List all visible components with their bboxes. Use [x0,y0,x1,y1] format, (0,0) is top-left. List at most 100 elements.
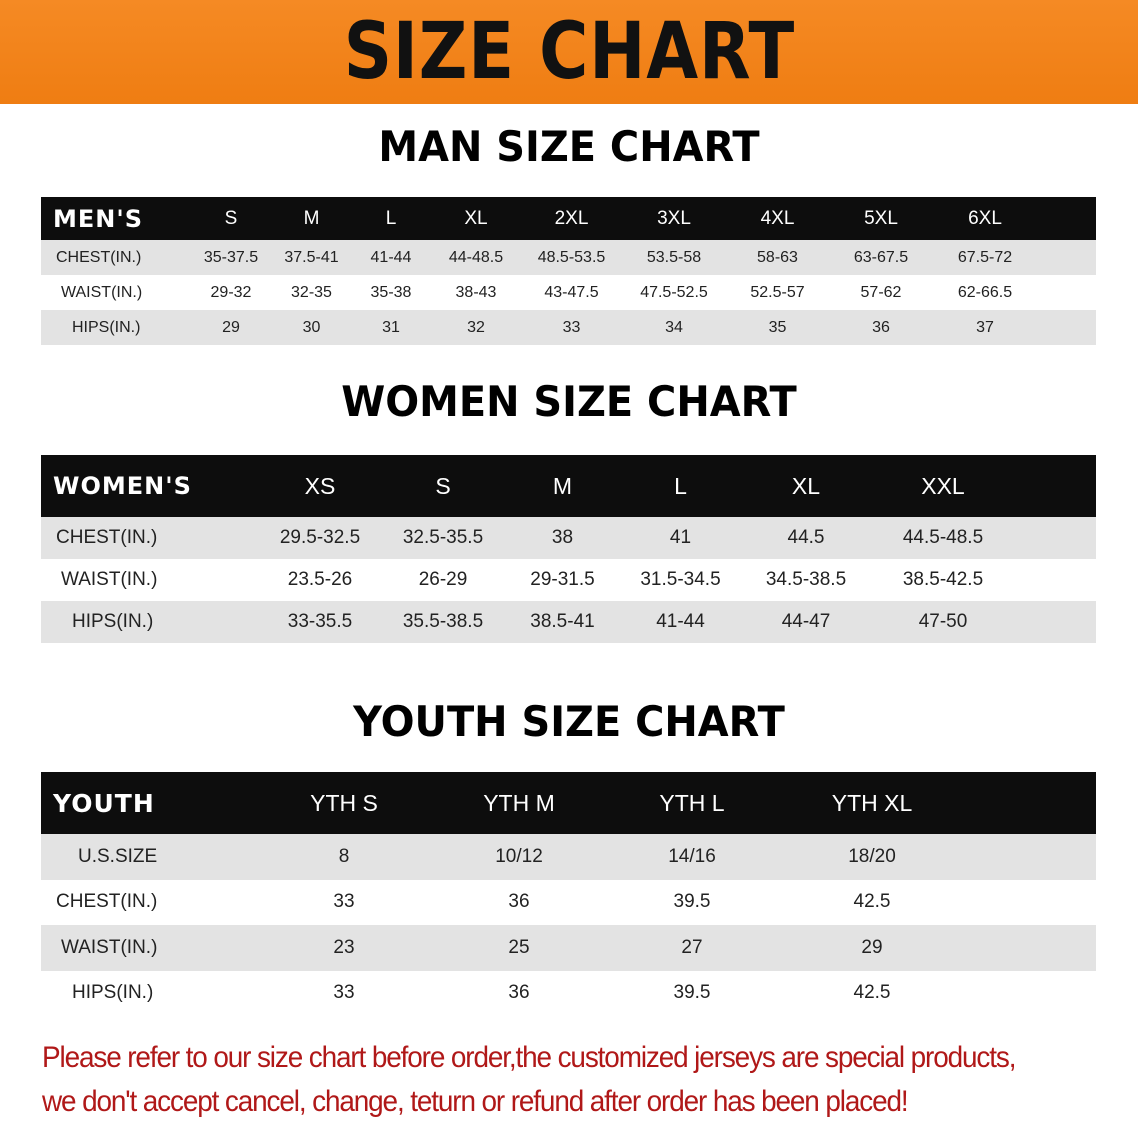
measurement-cell: 25 [432,925,606,971]
measurement-cell: 62-66.5 [933,275,1037,310]
measurement-cell: 27 [606,925,778,971]
measurement-cell: 8 [256,834,432,880]
measurement-cell: 38 [504,517,621,559]
size-header: 3XL [622,197,726,240]
row-label: HIPS(IN.) [41,310,190,345]
table-row: HIPS(IN.) 33 36 39.5 42.5 [41,970,1096,1016]
measurement-cell: 29 [778,925,966,971]
header-filler [1014,455,1096,517]
order-notice-line-2: we don't accept cancel, change, teturn o… [42,1085,909,1118]
size-header: 6XL [933,197,1037,240]
measurement-cell: 63-67.5 [829,240,933,275]
table-row: HIPS(IN.) 33-35.5 35.5-38.5 38.5-41 41-44 44-… [41,601,1096,643]
size-header: M [272,197,351,240]
row-label: CHEST(IN.) [41,879,256,925]
header-filler [1037,197,1096,240]
size-header: XS [258,455,382,517]
measurement-cell: 33 [256,970,432,1016]
measurement-cell: 33 [521,310,622,345]
measurement-cell: 29 [190,310,272,345]
men-size-table: MEN'S S M L XL 2XL 3XL 4XL 5XL 6XL CHEST(IN.) 35-37… [41,197,1096,345]
table-row: CHEST(IN.) 33 36 39.5 42.5 [41,879,1096,925]
row-filler [1037,310,1096,345]
banner-title: SIZE CHART [343,7,795,97]
size-header: 4XL [726,197,829,240]
measurement-cell: 30 [272,310,351,345]
measurement-cell: 36 [432,970,606,1016]
row-filler [966,879,1096,925]
measurement-cell: 58-63 [726,240,829,275]
size-header: YTH M [432,772,606,834]
header-label: YOUTH [41,772,256,834]
measurement-cell: 42.5 [778,879,966,925]
measurement-cell: 44-48.5 [431,240,521,275]
size-header: 2XL [521,197,622,240]
measurement-cell: 43-47.5 [521,275,622,310]
measurement-cell: 31 [351,310,431,345]
row-filler [966,834,1096,880]
measurement-cell: 26-29 [382,559,504,601]
measurement-cell: 33 [256,879,432,925]
measurement-cell: 10/12 [432,834,606,880]
measurement-cell: 35-38 [351,275,431,310]
size-header: L [621,455,740,517]
measurement-cell: 47.5-52.5 [622,275,726,310]
measurement-cell: 29-32 [190,275,272,310]
row-label: WAIST(IN.) [41,925,256,971]
row-filler [1037,275,1096,310]
measurement-cell: 37.5-41 [272,240,351,275]
table-row: CHEST(IN.) 29.5-32.5 32.5-35.5 38 41 44.5 44.5… [41,517,1096,559]
measurement-cell: 44.5-48.5 [872,517,1014,559]
measurement-cell: 32 [431,310,521,345]
table-row: WAIST(IN.) 23.5-26 26-29 29-31.5 31.5-34.5 34… [41,559,1096,601]
table-row: CHEST(IN.) 35-37.5 37.5-41 41-44 44-48.5 48.5… [41,240,1096,275]
header-label: WOMEN'S [41,455,258,517]
header-label: MEN'S [41,197,190,240]
header-filler [966,772,1096,834]
measurement-cell: 34.5-38.5 [740,559,872,601]
measurement-cell: 44-47 [740,601,872,643]
measurement-cell: 29-31.5 [504,559,621,601]
measurement-cell: 47-50 [872,601,1014,643]
size-header: M [504,455,621,517]
row-filler [1037,240,1096,275]
measurement-cell: 36 [829,310,933,345]
row-label: WAIST(IN.) [41,275,190,310]
banner: SIZE CHART [0,0,1138,104]
youth-section-title: YOUTH SIZE CHART [353,697,785,746]
men-section-title: MAN SIZE CHART [378,122,760,171]
measurement-cell: 48.5-53.5 [521,240,622,275]
measurement-cell: 29.5-32.5 [258,517,382,559]
measurement-cell: 39.5 [606,970,778,1016]
measurement-cell: 53.5-58 [622,240,726,275]
measurement-cell: 23 [256,925,432,971]
row-label: WAIST(IN.) [41,559,258,601]
measurement-cell: 67.5-72 [933,240,1037,275]
measurement-cell: 52.5-57 [726,275,829,310]
measurement-cell: 44.5 [740,517,872,559]
measurement-cell: 35 [726,310,829,345]
women-size-table: WOMEN'S XS S M L XL XXL CHEST(IN.) 29.5-32.5 32.5… [41,455,1096,643]
measurement-cell: 41-44 [621,601,740,643]
row-filler [1014,517,1096,559]
row-filler [1014,601,1096,643]
size-header: XL [740,455,872,517]
measurement-cell: 38.5-41 [504,601,621,643]
order-notice: Please refer to our size chart before or… [42,1036,1046,1124]
measurement-cell: 37 [933,310,1037,345]
size-header: L [351,197,431,240]
header-row: MEN'S S M L XL 2XL 3XL 4XL 5XL 6XL [41,197,1096,240]
row-label: HIPS(IN.) [41,970,256,1016]
table-row: WAIST(IN.) 23 25 27 29 [41,925,1096,971]
header-row: YOUTH YTH S YTH M YTH L YTH XL [41,772,1096,834]
measurement-cell: 41-44 [351,240,431,275]
measurement-cell: 31.5-34.5 [621,559,740,601]
women-section-title: WOMEN SIZE CHART [341,377,797,426]
row-label: HIPS(IN.) [41,601,258,643]
size-header: YTH L [606,772,778,834]
row-filler [1014,559,1096,601]
measurement-cell: 14/16 [606,834,778,880]
size-header: YTH S [256,772,432,834]
measurement-cell: 41 [621,517,740,559]
youth-size-table: YOUTH YTH S YTH M YTH L YTH XL U.S.SIZE 8 10/12… [41,772,1096,1016]
